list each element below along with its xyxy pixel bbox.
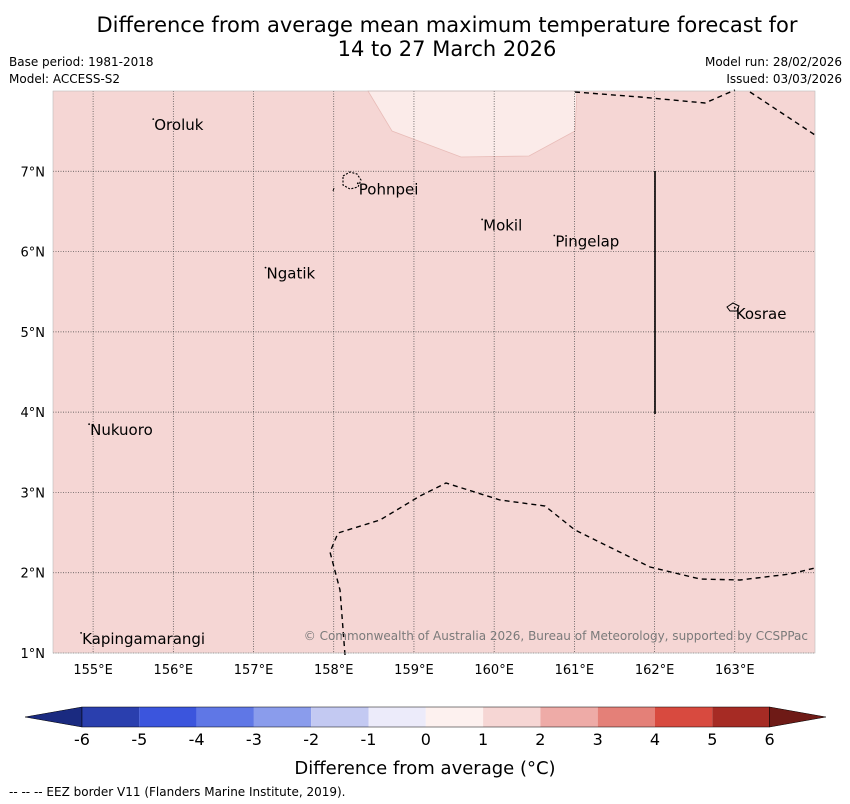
longitude-tick-label: 158°E	[314, 663, 354, 678]
latitude-tick-label: 1°N	[21, 647, 46, 662]
place-label: Ngatik	[267, 265, 316, 283]
longitude-tick-label: 161°E	[555, 663, 595, 678]
longitude-tick-label: 163°E	[715, 663, 755, 678]
colorbar-bin	[655, 707, 713, 727]
colorbar: -6 -5 -4 -3 -2 -1 0 1 2 3 4 5 6	[24, 706, 827, 749]
longitude-tick-label: 162°E	[635, 663, 675, 678]
colorbar-bin	[425, 707, 484, 727]
place-label: Kosrae	[736, 305, 787, 323]
latitude-tick-label: 6°N	[21, 246, 46, 261]
colorbar-tick-label: 1	[478, 730, 488, 749]
eez-footnote: -- -- -- EEZ border V11 (Flanders Marine…	[9, 785, 346, 799]
place-marker	[264, 266, 267, 269]
colorbar-tick-label: 6	[765, 730, 775, 749]
place-label: Nukuoro	[90, 421, 153, 439]
latitude-tick-label: 7°N	[21, 165, 46, 180]
eez-border-northeast	[749, 91, 816, 136]
place-label: Pohnpei	[359, 180, 419, 198]
colorbar-tick-label: 0	[421, 730, 431, 749]
longitude-tick-label: 155°E	[73, 663, 113, 678]
copyright-notice: © Commonwealth of Australia 2026, Bureau…	[304, 629, 808, 643]
kosrae-island-outline	[726, 302, 740, 312]
colorbar-bin	[597, 707, 655, 727]
base-period: Base period: 1981-2018	[9, 55, 154, 69]
place-marker	[481, 218, 484, 221]
latitude-tick-label: 5°N	[21, 326, 46, 341]
place-label: Pingelap	[555, 233, 619, 251]
longitude-tick-label: 157°E	[234, 663, 274, 678]
place-marker	[80, 632, 82, 634]
longitude-tick-labels: 155°E 156°E 157°E 158°E 159°E 160°E 161°E 162°E…	[73, 663, 754, 678]
place-label: Mokil	[483, 216, 522, 234]
place-marker	[88, 423, 90, 426]
meta-left: Base period: 1981-2018 Model: ACCESS-S2	[9, 54, 154, 88]
colorbar-tick-label: -5	[131, 730, 147, 749]
latitude-tick-label: 3°N	[21, 486, 46, 501]
model-name: Model: ACCESS-S2	[9, 72, 121, 86]
pohnpei-island-outline	[342, 171, 362, 190]
eez-borders	[329, 89, 816, 656]
colorbar-title: Difference from average (°C)	[294, 758, 555, 779]
ant-atoll-mark	[332, 187, 335, 192]
colorbar-bin	[540, 707, 598, 727]
colorbar-tick-label: -3	[246, 730, 262, 749]
map-background	[53, 91, 815, 653]
colorbar-bin	[712, 707, 770, 727]
colorbar-high-extension	[769, 706, 827, 728]
place-label: Oroluk	[154, 116, 203, 134]
colorbar-tick-label: 3	[593, 730, 603, 749]
place-marker	[356, 182, 359, 185]
colorbar-bin	[196, 707, 254, 727]
title-line-1: Difference from average mean maximum tem…	[96, 13, 798, 37]
colorbar-tick-label: -1	[361, 730, 377, 749]
colorbar-tick-label: 2	[535, 730, 545, 749]
model-run: Model run: 28/02/2026	[704, 55, 842, 69]
place-marker	[733, 306, 736, 309]
latitude-tick-label: 4°N	[21, 406, 46, 421]
eez-border-north	[574, 89, 736, 104]
colorbar-tick-label: 4	[650, 730, 660, 749]
colorbar-bin	[368, 707, 426, 727]
place-marker	[152, 118, 155, 120]
colorbar-frame	[81, 706, 770, 728]
colorbar-bin	[82, 707, 140, 727]
colorbar-tick-label: -6	[74, 730, 90, 749]
longitude-tick-label: 156°E	[154, 663, 194, 678]
longitude-tick-label: 159°E	[394, 663, 434, 678]
place-marker	[553, 234, 556, 237]
place-labels: Oroluk Pohnpei Mokil Pingelap Ngatik Kosrae Nu…	[80, 116, 786, 648]
place-label: Kapingamarangi	[82, 630, 205, 648]
colorbar-bin	[311, 707, 369, 727]
colorbar-bin	[253, 707, 312, 727]
colorbar-low-extension	[24, 706, 83, 728]
title-line-2: 14 to 27 March 2026	[337, 37, 557, 61]
meta-right: Model run: 28/02/2026 Issued: 03/03/2026	[705, 54, 842, 88]
map-title: Difference from average mean maximum tem…	[0, 13, 850, 61]
eez-border-south	[329, 482, 816, 656]
colorbar-tick-label: 5	[707, 730, 717, 749]
latitude-tick-label: 2°N	[21, 567, 46, 582]
colorbar-tick-label: -2	[303, 730, 319, 749]
colorbar-bin	[139, 707, 197, 727]
colorbar-bin	[483, 707, 541, 727]
longitude-tick-label: 160°E	[474, 663, 514, 678]
colorbar-tick-label: -4	[189, 730, 205, 749]
issued-date: Issued: 03/03/2026	[726, 72, 842, 86]
map-frame	[52, 90, 816, 654]
latitude-tick-labels: 1°N 2°N 3°N 4°N 5°N 6°N 7°N	[21, 165, 46, 662]
